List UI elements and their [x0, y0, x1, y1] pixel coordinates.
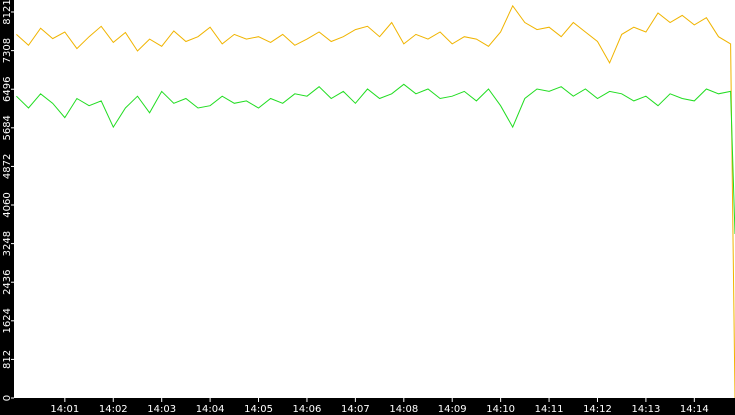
x-axis-strip: [0, 398, 735, 415]
y-tick-label: 812: [2, 350, 13, 369]
y-tick-label: 8121: [2, 0, 13, 25]
x-tick-label: 14:02: [99, 404, 128, 415]
series-line: [16, 4, 735, 399]
y-tick-label: 1624: [2, 308, 13, 333]
x-tick-label: 14:08: [389, 404, 418, 415]
y-tick-label: 0: [2, 395, 13, 401]
x-tick-label: 14:06: [293, 404, 322, 415]
y-tick-label: 7308: [2, 38, 13, 63]
y-tick-label: 4872: [2, 154, 13, 179]
x-tick-label: 14:12: [583, 404, 612, 415]
x-tick-label: 14:10: [486, 404, 515, 415]
y-axis-strip: [0, 0, 14, 415]
y-tick-label: 3248: [2, 231, 13, 256]
y-tick-label: 5684: [2, 115, 13, 140]
series-line: [16, 83, 735, 235]
y-tick-label: 6496: [2, 76, 13, 101]
x-tick-label: 14:05: [244, 404, 273, 415]
y-tick-label: 2436: [2, 269, 13, 294]
x-tick-label: 14:09: [438, 404, 467, 415]
y-tick-label: 4060: [2, 192, 13, 217]
x-tick-label: 14:07: [341, 404, 370, 415]
x-tick-label: 14:11: [535, 404, 564, 415]
x-tick-label: 14:14: [680, 404, 709, 415]
x-tick-label: 14:01: [50, 404, 79, 415]
x-tick-label: 14:03: [147, 404, 176, 415]
x-tick-label: 14:04: [196, 404, 225, 415]
x-tick-label: 14:13: [631, 404, 660, 415]
